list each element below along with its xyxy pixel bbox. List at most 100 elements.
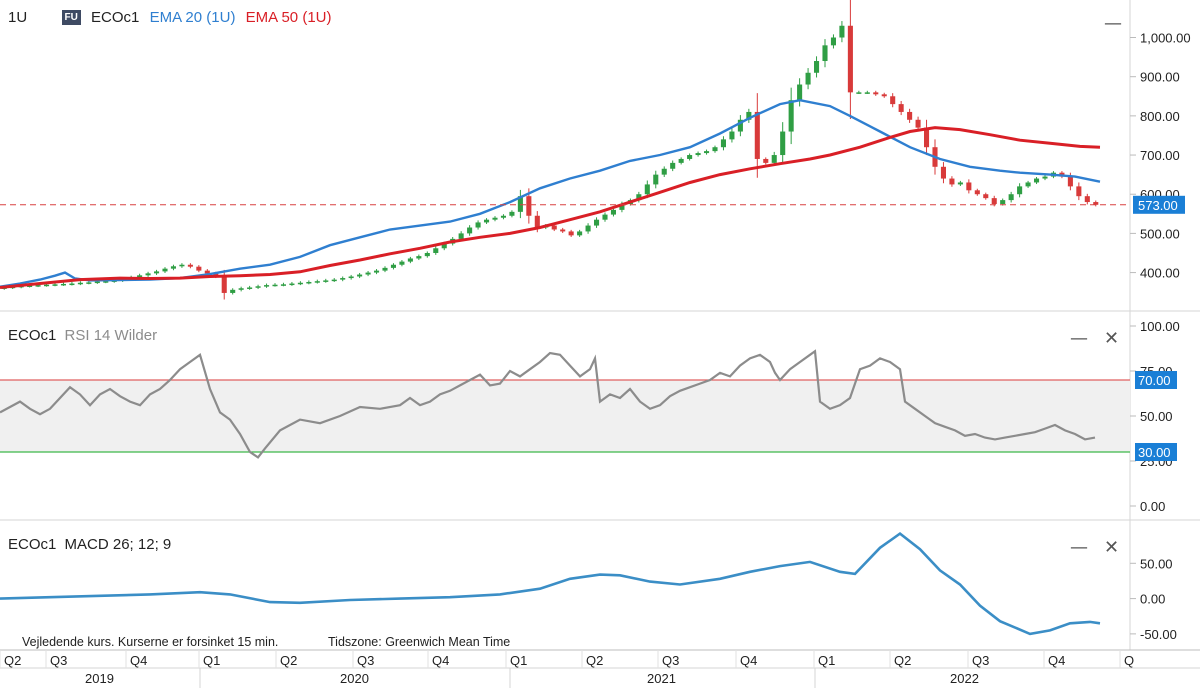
- rsi-minimize-icon[interactable]: —: [1070, 328, 1088, 349]
- macd-axis-label: 50.00: [1140, 556, 1173, 571]
- candle-body: [585, 225, 591, 232]
- candle-body: [94, 281, 100, 284]
- candle-body: [170, 266, 176, 269]
- candle-body: [433, 248, 439, 253]
- macd-close-icon[interactable]: ✕: [1104, 537, 1120, 558]
- candle-body: [424, 252, 430, 257]
- rsi-line: [0, 349, 1096, 459]
- candle-body: [957, 182, 963, 185]
- candle-body: [60, 283, 66, 286]
- delay-disclaimer: Vejledende kurs. Kurserne er forsinket 1…: [22, 635, 279, 649]
- candle-body: [797, 84, 803, 101]
- ema20-label[interactable]: EMA 20 (1U): [149, 9, 236, 26]
- ema50-line: [0, 126, 1101, 289]
- price-axis-label: 700.00: [1140, 148, 1180, 163]
- candle-body: [484, 219, 490, 223]
- rsi-axis-label: 0.00: [1140, 499, 1165, 514]
- candle-body: [805, 72, 811, 85]
- candle-body: [822, 45, 828, 62]
- candle-body: [966, 182, 972, 191]
- candle-body: [610, 209, 616, 215]
- candle-body: [712, 147, 718, 152]
- quarter-label: Q3: [662, 653, 679, 668]
- candle-body: [991, 198, 997, 205]
- candle-body: [754, 111, 760, 159]
- candle-body: [670, 162, 676, 169]
- price-axis-label: 400.00: [1140, 266, 1180, 281]
- ema50-label[interactable]: EMA 50 (1U): [245, 9, 332, 26]
- candle-body: [103, 281, 109, 283]
- last-price-tag: [1133, 195, 1185, 214]
- candle-body: [940, 166, 946, 179]
- quarter-label: Q4: [130, 653, 147, 668]
- rsi-upper-tag-bg: [1135, 371, 1177, 389]
- timezone-note: Tidszone: Greenwich Mean Time: [328, 635, 511, 649]
- candle-body: [154, 271, 160, 274]
- candle-body: [441, 243, 447, 249]
- candle-body: [162, 268, 168, 272]
- candle-body: [399, 261, 405, 265]
- rsi-close-icon[interactable]: ✕: [1104, 328, 1120, 349]
- candle-body: [568, 231, 574, 236]
- candle-body: [196, 266, 202, 271]
- candle-body: [898, 104, 904, 112]
- candle-body: [873, 92, 879, 95]
- candle-body: [137, 275, 143, 278]
- macd-symbol-label[interactable]: ECOc1: [8, 536, 57, 553]
- candle-body: [272, 284, 278, 287]
- candle-body: [340, 278, 346, 280]
- candle-body: [86, 282, 92, 284]
- candle-body: [314, 281, 320, 283]
- candle-body: [264, 285, 270, 287]
- quarter-label: Q3: [972, 653, 989, 668]
- quarter-label: Q3: [357, 653, 374, 668]
- quarter-label: Q4: [432, 653, 449, 668]
- candle-body: [509, 211, 515, 216]
- candle-body: [289, 283, 295, 286]
- candle-body: [780, 131, 786, 156]
- candle-body: [839, 25, 845, 38]
- rsi-symbol-label[interactable]: ECOc1: [8, 327, 57, 344]
- macd-minimize-icon[interactable]: —: [1070, 537, 1088, 558]
- candle-body: [77, 282, 83, 285]
- candle-body: [187, 264, 193, 267]
- last-price-value: 573.00: [1138, 198, 1178, 213]
- candle-body: [687, 155, 693, 159]
- candle-body: [864, 92, 870, 94]
- quarter-label: Q2: [894, 653, 911, 668]
- candle-body: [306, 281, 312, 284]
- quarter-label: Q2: [280, 653, 297, 668]
- candle-body: [720, 139, 726, 148]
- price-minimize-icon[interactable]: —: [1104, 13, 1122, 34]
- candle-body: [746, 111, 752, 120]
- candle-body: [594, 219, 600, 226]
- candle-body: [1076, 186, 1082, 197]
- candle-body: [475, 222, 481, 228]
- candle-body: [27, 285, 33, 288]
- candle-body: [1025, 182, 1031, 187]
- symbol-label[interactable]: ECOc1: [91, 9, 140, 26]
- interval-label[interactable]: 1U: [8, 9, 28, 26]
- candle-body: [297, 282, 303, 285]
- year-label: 2021: [647, 671, 676, 686]
- rsi-indicator-label[interactable]: RSI 14 Wilder: [64, 327, 158, 344]
- rsi-axis-label: 100.00: [1140, 319, 1180, 334]
- candle-body: [365, 272, 371, 275]
- candle-body: [551, 225, 557, 230]
- candle-body: [500, 215, 506, 218]
- candle-body: [331, 279, 337, 282]
- quarter-label: Q: [1124, 653, 1134, 668]
- candle-body: [602, 214, 608, 220]
- candle-body: [983, 194, 989, 199]
- candle-body: [1067, 176, 1073, 187]
- candle-body: [69, 283, 75, 286]
- candle-body: [230, 289, 236, 293]
- candle-body: [492, 217, 498, 220]
- macd-indicator-label[interactable]: MACD 26; 12; 9: [64, 536, 172, 553]
- quarter-label: Q4: [1048, 653, 1065, 668]
- price-panel-header: 1U FU ECOc1 EMA 20 (1U) EMA 50 (1U): [8, 9, 332, 26]
- candle-body: [661, 168, 667, 175]
- candle-body: [416, 256, 422, 259]
